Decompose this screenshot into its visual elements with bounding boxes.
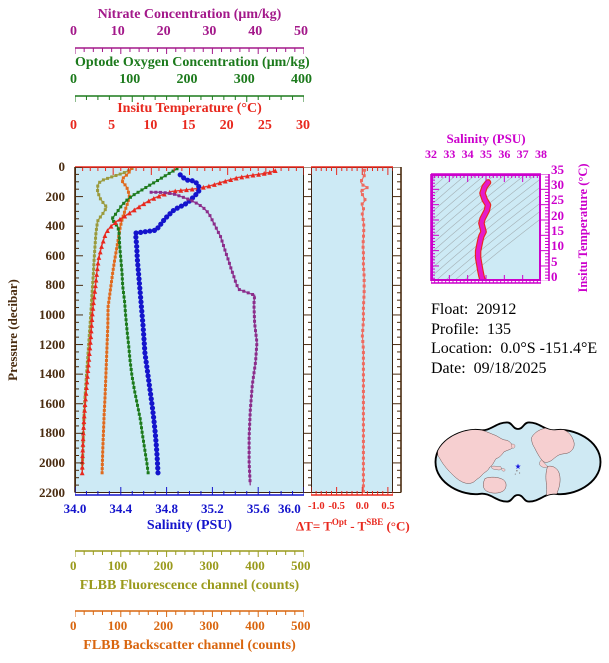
svg-text:Insitu Temperature (°C): Insitu Temperature (°C) <box>576 163 590 292</box>
